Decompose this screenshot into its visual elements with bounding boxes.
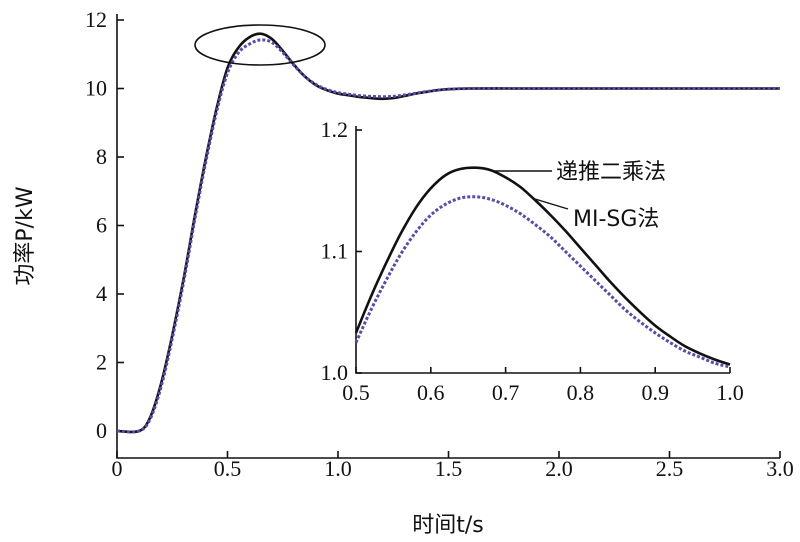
inset-x-ticks: 0.5 0.6 0.7 0.8 0.9 1.0 [342,367,744,405]
main-y-tick-label: 12 [85,7,107,32]
main-series-line-mi-sg [116,38,780,434]
inset-series-group [354,166,731,369]
main-y-tick-label: 0 [96,418,107,443]
inset-x-tick-label: 0.7 [492,380,520,405]
main-x-tick-label: 3.0 [766,456,794,481]
main-x-ticks: 0 0.5 1.0 1.5 2.0 2.5 3.0 [112,451,794,481]
x-axis-title: 时间t/s [412,513,484,538]
inset-y-tick-label: 1.1 [321,239,349,264]
inset-x-tick-label: 0.6 [417,380,445,405]
inset-y-ticks: 1.0 1.1 1.2 [321,117,362,385]
inset-x-tick-label: 0.8 [567,380,595,405]
inset-y-tick-label: 1.2 [321,117,349,142]
main-x-tick-label: 1.0 [324,456,352,481]
inset-y-tick-label: 1.0 [321,360,349,385]
main-y-tick-label: 2 [96,350,107,375]
y-axis-title: 功率P/kW [13,186,38,285]
main-y-tick-label: 4 [96,281,107,306]
highlight-ellipse [194,24,326,66]
main-x-tick-label: 0 [112,456,123,481]
main-series-group [116,32,780,434]
inset-series-line-recursive [354,166,731,366]
main-series-line-recursive [116,32,780,434]
inset-chart: 0.5 0.6 0.7 0.8 0.9 1.0 1.0 1.1 1.2 递推二乘法 MI-SG… [321,117,744,405]
legend-label-dashed: MI-SG法 [573,207,659,232]
inset-x-tick-label: 0.9 [641,380,669,405]
main-x-tick-label: 0.5 [214,456,242,481]
legend-label-solid: 递推二乘法 [556,160,666,185]
main-x-tick-label: 2.0 [545,456,573,481]
inset-x-tick-label: 1.0 [716,380,744,405]
main-y-tick-label: 6 [96,213,107,238]
inset-series-line-mi-sg [354,195,731,369]
main-y-tick-label: 8 [96,144,107,169]
main-y-ticks: 0 2 4 6 8 10 12 [85,7,124,443]
main-y-tick-label: 10 [85,76,107,101]
inset-x-tick-label: 0.5 [342,380,370,405]
inset-background [356,120,736,376]
legend-pointer-dashed [534,198,569,210]
main-x-tick-label: 2.5 [656,456,684,481]
main-x-tick-label: 1.5 [435,456,463,481]
